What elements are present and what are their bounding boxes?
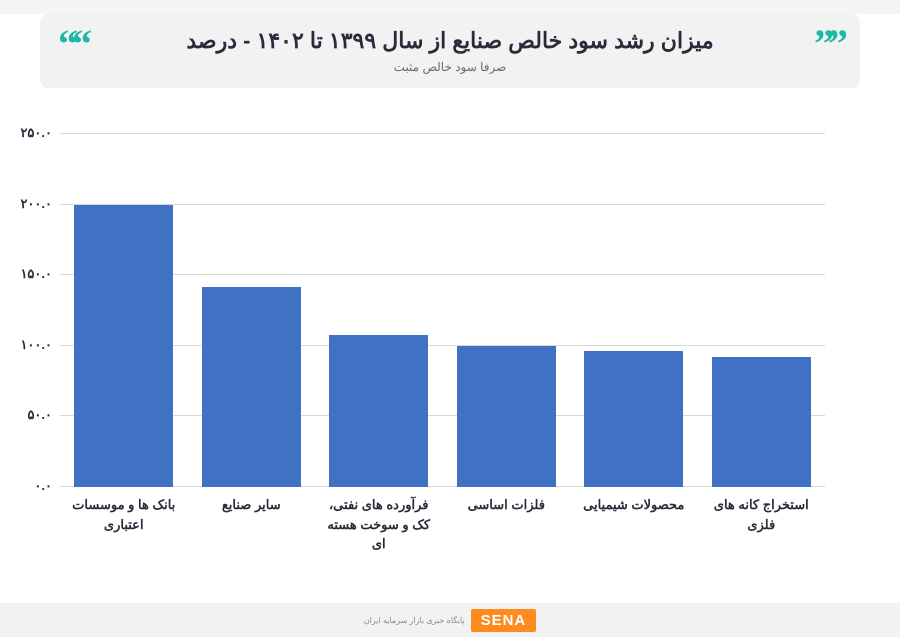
bar [202,287,301,488]
brand-logo: SENA [471,609,537,632]
bar-wrap [570,134,698,487]
brand-tagline: پایگاه خبری بازار سرمایه ایران [364,616,465,625]
x-tick-label: فرآورده های نفتی، کک و سوخت هسته ای [315,495,443,554]
x-tick-label: سایر صنایع [188,495,316,554]
y-tick-label: ۱۰۰.۰ [20,337,52,353]
bar-wrap [188,134,316,487]
quote-open-icon: ”” [814,24,842,64]
bar-wrap [443,134,571,487]
bar [457,346,556,487]
bars-group [60,134,825,487]
bar [584,351,683,487]
bar-wrap [60,134,188,487]
quote-close-icon: ““ [58,24,86,64]
y-tick-label: ۲۵۰.۰ [20,125,52,141]
bar-wrap [698,134,826,487]
footer-bar: SENA پایگاه خبری بازار سرمایه ایران [0,603,900,637]
bar-wrap [315,134,443,487]
bar [712,357,811,487]
bar [329,335,428,487]
y-tick-label: ۲۰۰.۰ [20,196,52,212]
x-tick-label: محصولات شیمیایی [570,495,698,554]
x-axis-labels: بانک ها و موسسات اعتباریسایر صنایعفرآورد… [60,495,825,554]
x-tick-label: فلزات اساسی [443,495,571,554]
chart-subtitle: صرفا سود خالص مثبت [64,60,836,74]
x-tick-label: بانک ها و موسسات اعتباری [60,495,188,554]
y-tick-label: ۱۵۰.۰ [20,266,52,282]
y-tick-label: ۵۰.۰ [27,407,52,423]
plot-area: ۰.۰ ۵۰.۰ ۱۰۰.۰ ۱۵۰.۰ ۲۰۰.۰ ۲۵۰.۰ [60,134,825,487]
chart-header: ”” میزان رشد سود خالص صنایع از سال ۱۳۹۹ … [40,14,860,88]
bar [74,205,173,487]
y-tick-label: ۰.۰ [34,478,52,494]
x-tick-label: استخراج کانه های فلزی [698,495,826,554]
chart-container: ”” میزان رشد سود خالص صنایع از سال ۱۳۹۹ … [0,14,900,637]
chart-title: میزان رشد سود خالص صنایع از سال ۱۳۹۹ تا … [64,28,836,54]
